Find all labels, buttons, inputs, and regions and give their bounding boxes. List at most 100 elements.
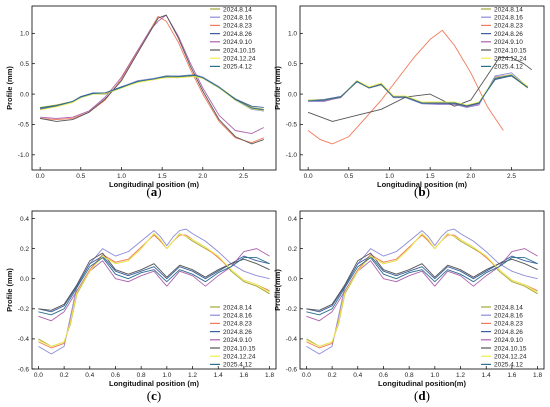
legend-entry: 2024.12.24	[223, 56, 256, 63]
y-axis-title: Profile(mm)	[273, 269, 282, 311]
y-tick-label: -0.4	[18, 336, 30, 343]
series-line-2024-10-15	[40, 14, 264, 145]
x-tick-label: 0.0	[34, 372, 43, 379]
legend-entry: 2024.9.10	[223, 39, 252, 46]
series-line-2024-8-16	[38, 228, 270, 355]
x-tick-label: 0.5	[76, 173, 85, 180]
series-group	[307, 29, 533, 145]
x-tick-label: 1.8	[533, 372, 542, 379]
y-tick-label: -0.6	[286, 366, 298, 373]
x-tick-label: 1.4	[214, 372, 223, 379]
chart-panel-2: 0.0 0.5 1.0 1.5 2.0 2.5-1.0-0.50.00.51.0Longi…	[273, 5, 545, 199]
legend-entry: 2024.10.15	[223, 47, 256, 54]
y-tick-label: 0.4	[288, 216, 297, 223]
x-tick-label: 0.8	[405, 372, 414, 379]
x-tick-label: 0.0	[36, 173, 45, 180]
legend-entry: 2025.4.12	[494, 362, 523, 369]
x-tick-label: 1.8	[265, 372, 274, 379]
x-tick-label: 1.5	[426, 173, 435, 180]
legend-entry: 2024.8.26	[223, 31, 252, 38]
y-tick-label: -0.4	[286, 336, 298, 343]
legend-entry: 2024.12.24	[494, 354, 527, 361]
chart-panel-4: 0.0 0.2 0.4 0.6 0.8 1.0 1.2 1.4 1.6 1.8 -0.6 -0.4 -0…	[273, 210, 545, 403]
y-tick-label: 1.0	[20, 31, 29, 38]
legend-entry: 2024.12.24	[223, 354, 256, 361]
x-tick-label: 1.5	[158, 173, 167, 180]
x-tick-label: 2.0	[466, 173, 475, 180]
legend-entry: 2024.9.10	[223, 337, 252, 344]
y-tick-label: 0.5	[288, 61, 297, 68]
legend-entry: 2025.4.12	[223, 64, 252, 71]
x-tick-label: 1.0	[385, 173, 394, 180]
y-tick-label: 0.2	[288, 246, 297, 253]
legend: 2024.8.142024.8.162024.8.232024.8.262024…	[210, 304, 256, 369]
y-tick-label: -1.0	[18, 152, 30, 159]
series-line-2024-10-15	[38, 252, 270, 311]
x-tick-label: 0.4	[353, 372, 362, 379]
x-axis-title: Longitudinal position (m)	[377, 180, 467, 189]
y-tick-label: -0.5	[286, 122, 298, 129]
x-tick-label: 0.0	[304, 173, 313, 180]
x-tick-label: 1.0	[430, 372, 439, 379]
series-line-2025-4-12	[40, 74, 264, 111]
y-tick-label: -0.2	[286, 306, 298, 313]
x-tick-label: 2.0	[198, 173, 207, 180]
series-line-2025-4-12	[38, 257, 270, 316]
legend-entry: 2024.8.16	[494, 313, 523, 320]
y-tick-label: 1.0	[288, 31, 297, 38]
legend: 2024.8.142024.8.162024.8.232024.8.262024…	[210, 6, 256, 71]
plot-frame	[299, 5, 545, 171]
y-tick-label: -0.6	[18, 366, 30, 373]
chart-panel-3: 0.0 0.2 0.4 0.6 0.8 1.0 1.2 1.4 1.6 1.8 -0.6 -0.4 -0…	[5, 210, 277, 403]
x-axis-title: Longitudinal position (m)	[109, 379, 199, 388]
legend-entry: 2024.8.23	[223, 23, 252, 30]
panel-label: (d)	[414, 388, 430, 403]
legend-entry: 2024.8.26	[494, 31, 523, 38]
series-line-2024-12-24	[38, 233, 270, 347]
legend-entry: 2024.8.16	[494, 15, 523, 22]
y-axis-title: Profile (mm)	[5, 66, 14, 110]
x-tick-label: 0.4	[85, 372, 94, 379]
x-tick-label: 1.4	[482, 372, 491, 379]
series-line-2025-4-12	[308, 74, 528, 107]
x-tick-label: 1.6	[239, 372, 248, 379]
x-tick-label: 2.5	[239, 173, 248, 180]
legend-entry: 2024.8.26	[494, 329, 523, 336]
legend-entry: 2024.8.14	[223, 6, 252, 13]
legend-entry: 2025.4.12	[494, 64, 523, 71]
y-axis-title: Profile (mm)	[273, 66, 282, 110]
legend-entry: 2024.10.15	[223, 345, 256, 352]
x-tick-label: 1.2	[188, 372, 197, 379]
legend-entry: 2024.8.16	[223, 313, 252, 320]
series-line-2024-10-15	[307, 57, 533, 122]
legend-entry: 2024.8.14	[494, 6, 523, 13]
x-tick-label: 1.0	[162, 372, 171, 379]
series-group	[40, 14, 265, 145]
chart-panel-1: 0.0 0.5 1.0 1.5 2.0 2.5-1.0-0.50.00.51.0Longi…	[5, 5, 277, 199]
panel-label: (a)	[146, 184, 161, 199]
series-line-2024-10-15	[306, 252, 538, 311]
x-tick-label: 1.6	[507, 372, 516, 379]
series-group	[306, 228, 538, 355]
x-axis-title: Longitudinal position(m)	[378, 379, 466, 388]
legend-entry: 2024.12.24	[494, 56, 527, 63]
x-tick-label: 0.2	[60, 372, 69, 379]
x-tick-label: 0.0	[302, 372, 311, 379]
y-tick-label: 0.4	[20, 216, 29, 223]
legend-entry: 2024.8.16	[223, 15, 252, 22]
legend: 2024.8.142024.8.162024.8.232024.8.262024…	[481, 6, 527, 71]
y-tick-label: 0.0	[20, 276, 29, 283]
series-line-2024-12-24	[306, 233, 538, 347]
series-line-2024-9-10	[40, 14, 265, 135]
y-tick-label: -0.2	[18, 306, 30, 313]
y-tick-label: 0.2	[20, 246, 29, 253]
legend-entry: 2024.9.10	[494, 337, 523, 344]
legend: 2024.8.142024.8.162024.8.232024.8.262024…	[481, 304, 527, 369]
plot-frame	[31, 210, 277, 370]
legend-entry: 2024.10.15	[494, 47, 527, 54]
y-tick-label: -1.0	[286, 152, 298, 159]
y-axis-title: Profile (mm)	[5, 268, 14, 312]
series-group	[38, 228, 270, 355]
x-axis-title: Longitudinal position (m)	[109, 180, 199, 189]
